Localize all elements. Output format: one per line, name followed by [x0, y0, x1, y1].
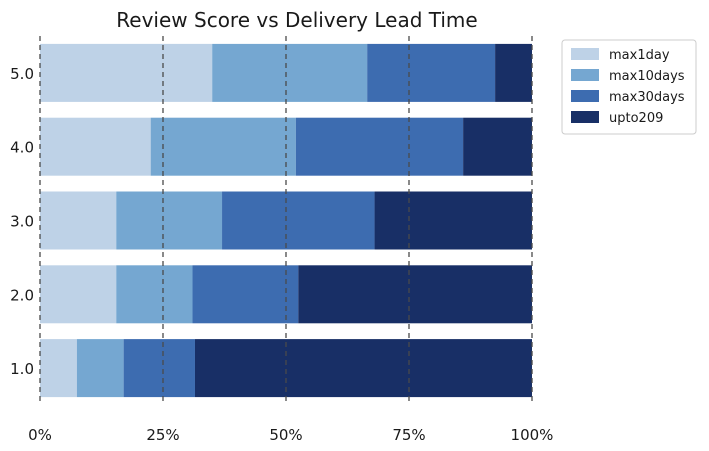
y-tick-labels: 1.0 2.0 3.0 4.0 5.0 [10, 65, 34, 378]
legend-swatch-max30days [571, 90, 599, 102]
reference-lines [39, 36, 533, 405]
bar-segment-upto209-4-0 [463, 117, 532, 176]
y-tick-label: 2.0 [10, 286, 34, 304]
legend-swatch-upto209 [571, 111, 599, 123]
bar-segment-max30days-3-0 [222, 191, 375, 250]
bar-segment-max30days-5-0 [367, 43, 496, 102]
bar-segment-upto209-1-0 [194, 339, 533, 398]
y-tick-label: 4.0 [10, 139, 34, 157]
y-tick-label: 3.0 [10, 213, 34, 231]
bar-segment-max10days-5-0 [212, 43, 368, 102]
legend-swatch-max10days [571, 69, 599, 81]
x-tick-label: 50% [269, 426, 302, 444]
bar-segment-max30days-1-0 [123, 339, 195, 398]
legend-label-max10days: max10days [609, 69, 685, 84]
bar-segment-max1day-3-0 [40, 191, 117, 250]
x-tick-label: 25% [146, 426, 179, 444]
legend-swatch-max1day [571, 48, 599, 60]
legend-label-max30days: max30days [609, 90, 685, 105]
bars-group [40, 43, 533, 398]
bar-segment-max10days-3-0 [116, 191, 223, 250]
bar-segment-max1day-1-0 [40, 339, 77, 398]
bar-segment-max10days-4-0 [150, 117, 296, 176]
bar-segment-upto209-3-0 [374, 191, 532, 250]
legend: max1day max10days max30days upto209 [561, 39, 697, 135]
bar-segment-max30days-4-0 [295, 117, 464, 176]
x-tick-label: 75% [392, 426, 425, 444]
legend-frame [561, 39, 697, 135]
y-tick-label: 1.0 [10, 360, 34, 378]
bar-segment-max10days-1-0 [76, 339, 124, 398]
legend-label-upto209: upto209 [609, 111, 663, 126]
bar-segment-max1day-2-0 [40, 265, 117, 324]
bar-segment-upto209-5-0 [495, 43, 532, 102]
legend-label-max1day: max1day [609, 48, 670, 63]
bar-segment-max1day-5-0 [40, 43, 213, 102]
bar-segment-upto209-2-0 [298, 265, 532, 324]
x-tick-label: 0% [28, 426, 52, 444]
x-tick-labels: 0% 25% 50% 75% 100% [28, 426, 553, 444]
bar-segment-max1day-4-0 [40, 117, 151, 176]
chart-title: Review Score vs Delivery Lead Time [116, 8, 477, 32]
x-tick-label: 100% [511, 426, 554, 444]
y-tick-label: 5.0 [10, 65, 34, 83]
bar-segment-max30days-2-0 [192, 265, 299, 324]
bar-segment-max10days-2-0 [116, 265, 193, 324]
